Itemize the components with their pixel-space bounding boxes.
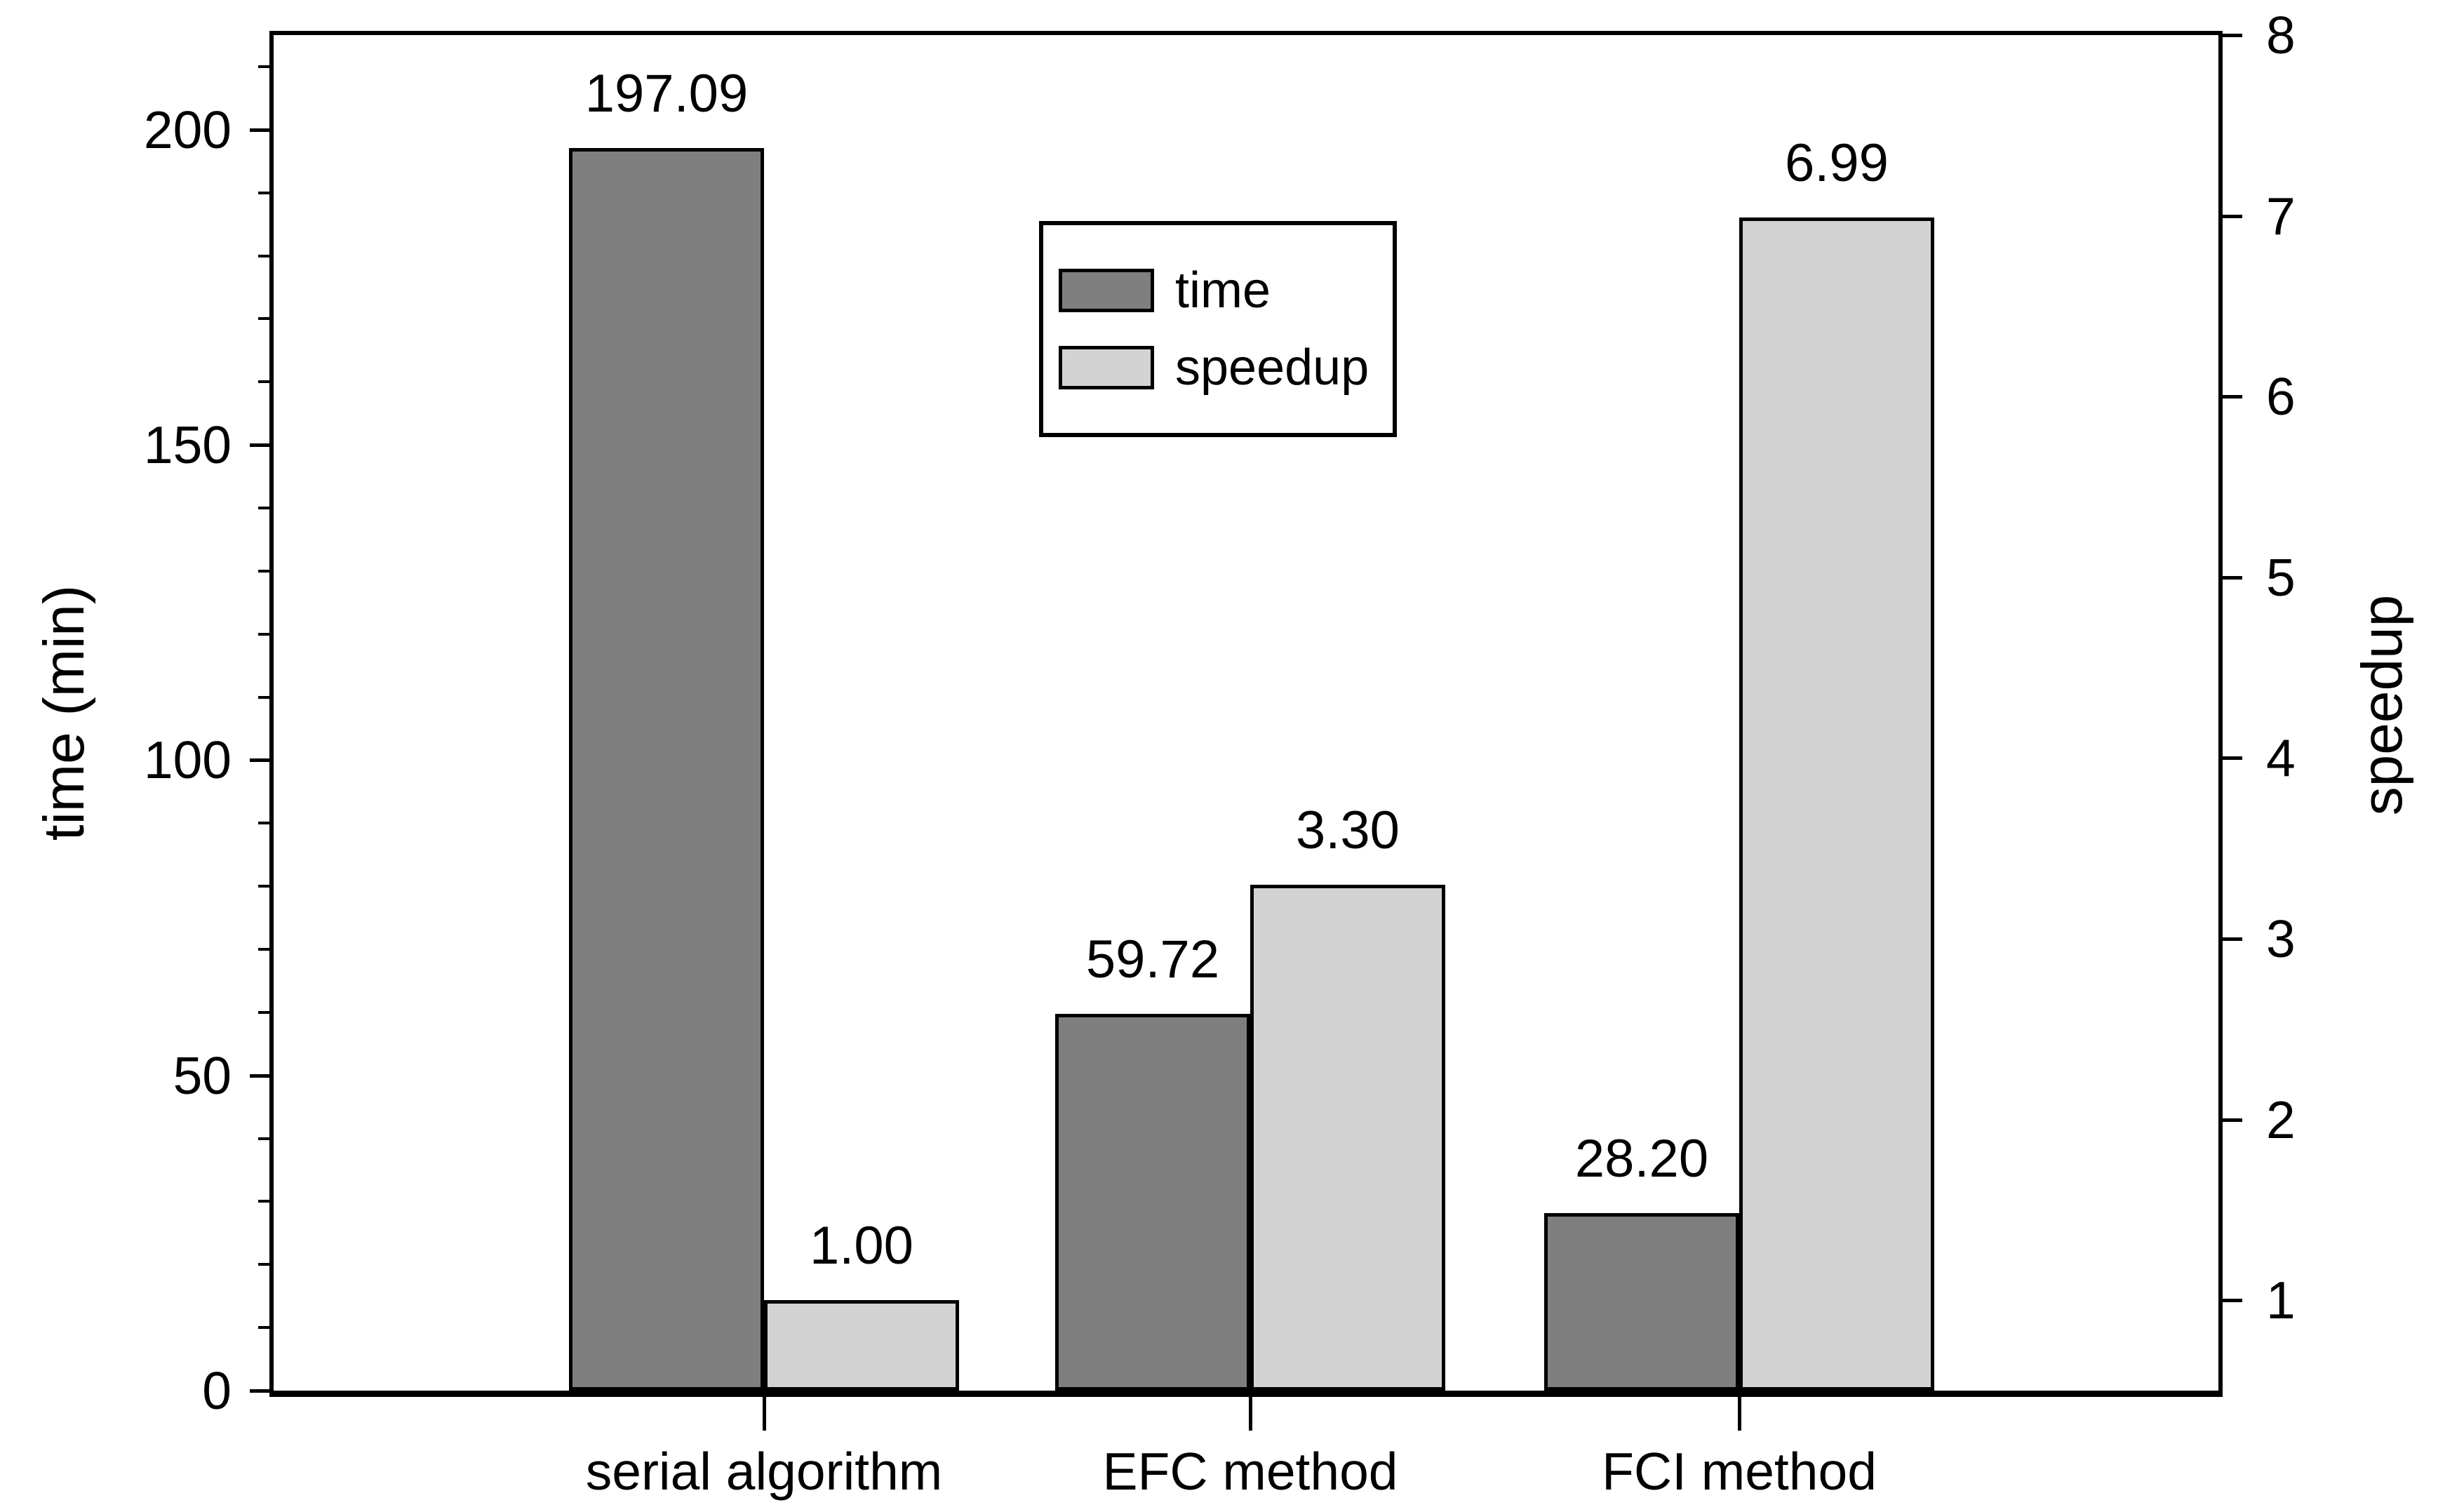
- left-axis-minor-tick: [258, 695, 269, 699]
- right-axis-tick-label: 4: [2266, 728, 2296, 788]
- legend-label-speedup: speedup: [1175, 340, 1369, 396]
- right-axis-major-tick: [2223, 575, 2242, 580]
- bar-time: [569, 147, 764, 1391]
- left-axis-minor-tick: [258, 380, 269, 384]
- x-axis-tick: [1738, 1397, 1741, 1431]
- left-axis-tick-label: 0: [202, 1361, 232, 1420]
- left-axis-minor-tick: [258, 1137, 269, 1140]
- right-axis-major-tick: [2223, 1118, 2242, 1122]
- left-axis-minor-tick: [258, 1326, 269, 1330]
- category-label: FCI method: [1602, 1442, 1877, 1501]
- left-axis-minor-tick: [258, 317, 269, 321]
- left-axis-minor-tick: [258, 506, 269, 509]
- value-label-time: 59.72: [1085, 930, 1220, 990]
- left-axis-major-tick: [250, 443, 269, 448]
- bar-speedup: [764, 1300, 959, 1391]
- right-axis-tick-label: 2: [2266, 1090, 2296, 1149]
- legend-swatch-time: [1059, 269, 1154, 312]
- bar-time: [1544, 1212, 1739, 1391]
- right-axis-major-tick: [2223, 214, 2242, 218]
- value-label-speedup: 1.00: [810, 1216, 913, 1276]
- value-label-speedup: 6.99: [1785, 133, 1889, 194]
- left-axis-minor-tick: [258, 254, 269, 257]
- category-label: EFC method: [1102, 1442, 1398, 1501]
- right-axis-tick-label: 6: [2266, 367, 2296, 427]
- left-axis-minor-tick: [258, 1010, 269, 1014]
- right-axis-tick-label: 8: [2266, 6, 2296, 65]
- x-axis-tick: [763, 1397, 766, 1431]
- value-label-time: 28.20: [1574, 1128, 1709, 1189]
- left-axis-minor-tick: [258, 822, 269, 825]
- left-axis-minor-tick: [258, 1200, 269, 1203]
- left-axis-minor-tick: [258, 947, 269, 951]
- left-axis-minor-tick: [258, 569, 269, 573]
- value-label-speedup: 3.30: [1296, 800, 1400, 860]
- right-axis-tick-label: 7: [2266, 186, 2296, 246]
- right-axis-major-tick: [2223, 34, 2242, 37]
- left-axis-tick-label: 50: [173, 1045, 232, 1105]
- left-axis-tick-label: 100: [143, 730, 232, 790]
- left-axis-minor-tick: [258, 191, 269, 194]
- category-label: serial algorithm: [585, 1442, 943, 1501]
- right-axis-major-tick: [2223, 756, 2242, 761]
- legend-entry-speedup: speedup: [1059, 340, 1369, 395]
- left-axis-tick-label: 200: [143, 100, 232, 159]
- bar-speedup: [1250, 884, 1445, 1391]
- left-axis-major-tick: [250, 1389, 269, 1393]
- right-axis-major-tick: [2223, 1299, 2242, 1303]
- right-axis-tick-label: 3: [2266, 909, 2296, 968]
- right-axis-tick-label: 5: [2266, 547, 2296, 607]
- right-axis-tick-label: 1: [2266, 1271, 2296, 1330]
- left-axis-title: time (min): [32, 584, 96, 841]
- value-label-time: 197.09: [584, 63, 749, 123]
- legend-box: time speedup: [1039, 221, 1398, 437]
- left-axis-major-tick: [250, 128, 269, 132]
- left-axis-minor-tick: [258, 885, 269, 888]
- right-axis-title: speedup: [2350, 594, 2414, 816]
- left-axis-tick-label: 150: [143, 415, 232, 475]
- bar-time: [1055, 1014, 1250, 1391]
- left-axis-major-tick: [250, 1073, 269, 1078]
- bar-speedup: [1739, 218, 1934, 1391]
- legend-label-time: time: [1175, 262, 1271, 319]
- left-axis-minor-tick: [258, 65, 269, 68]
- legend-entry-time: time: [1059, 263, 1369, 318]
- legend-swatch-speedup: [1059, 346, 1154, 389]
- left-axis-minor-tick: [258, 1263, 269, 1266]
- right-axis-major-tick: [2223, 395, 2242, 399]
- x-axis-tick: [1249, 1397, 1252, 1431]
- right-axis-major-tick: [2223, 937, 2242, 941]
- left-axis-major-tick: [250, 758, 269, 763]
- left-axis-minor-tick: [258, 632, 269, 636]
